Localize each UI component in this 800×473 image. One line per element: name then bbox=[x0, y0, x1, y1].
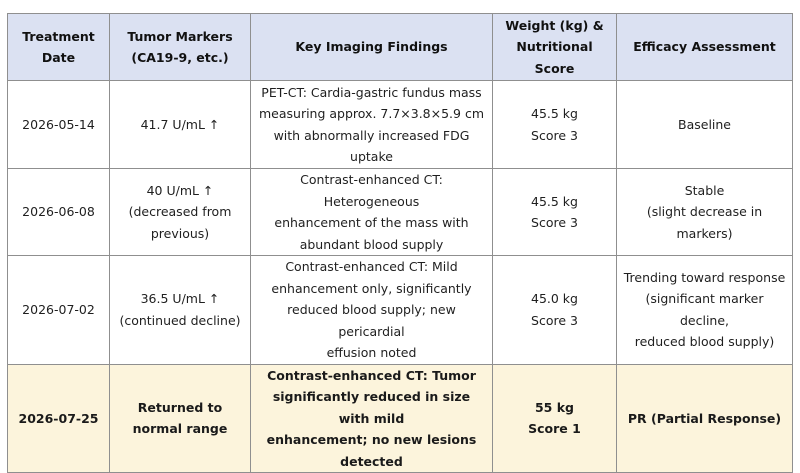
cell-efficacy: Trending toward response (significant ma… bbox=[616, 255, 793, 365]
cell-line: reduced blood supply; new pericardial bbox=[287, 302, 456, 339]
cell-line: enhancement of the mass with bbox=[274, 215, 469, 230]
cell-line: 2026-06-08 bbox=[22, 204, 95, 220]
table-row: 2026-06-08 40 U/mL ↑ (decreased from pre… bbox=[7, 168, 793, 256]
cell-weight-score: 45.0 kg Score 3 bbox=[492, 255, 617, 365]
cell-line: Score 3 bbox=[531, 215, 578, 230]
cell-efficacy: Stable (slight decrease in markers) bbox=[616, 168, 793, 256]
header-line: Nutritional Score bbox=[516, 39, 593, 76]
table-row: 2026-05-14 41.7 U/mL ↑ PET-CT: Cardia-ga… bbox=[7, 80, 793, 169]
cell-efficacy: PR (Partial Response) bbox=[616, 363, 793, 473]
cell-tumor-markers: 41.7 U/mL ↑ bbox=[109, 80, 251, 169]
cell-line: 36.5 U/mL ↑ bbox=[140, 291, 220, 307]
cell-line: 2026-07-25 bbox=[18, 410, 99, 426]
cell-line: 40 U/mL ↑ bbox=[146, 182, 214, 198]
cell-efficacy: Baseline bbox=[616, 80, 793, 169]
cell-imaging-findings: Contrast-enhanced CT: Heterogeneous enha… bbox=[250, 168, 493, 256]
cell-imaging-findings: Contrast-enhanced CT: Mild enhancement o… bbox=[250, 255, 493, 365]
cell-line: (decreased from bbox=[128, 204, 232, 220]
treatment-response-table: Treatment Date Tumor Markers (CA19-9, et… bbox=[7, 13, 793, 473]
header-line: Weight (kg) & bbox=[505, 17, 604, 33]
cell-line: abundant blood supply bbox=[299, 236, 444, 252]
cell-imaging-findings: PET-CT: Cardia-gastric fundus mass measu… bbox=[250, 80, 493, 169]
cell-line: (slight decrease in markers) bbox=[646, 204, 763, 241]
cell-weight-score: 55 kg Score 1 bbox=[492, 363, 617, 473]
header-weight-nutrition: Weight (kg) & Nutritional Score bbox=[492, 13, 617, 81]
cell-date: 2026-05-14 bbox=[7, 80, 110, 169]
cell-tumor-markers: 40 U/mL ↑ (decreased from previous) bbox=[109, 168, 251, 256]
header-line: Tumor Markers bbox=[127, 28, 233, 44]
cell-tumor-markers: Returned to normal range bbox=[109, 363, 251, 473]
cell-line: Score 3 bbox=[531, 127, 578, 143]
cell-line: 55 kg bbox=[534, 399, 574, 415]
table-header-row: Treatment Date Tumor Markers (CA19-9, et… bbox=[7, 13, 793, 81]
cell-line: (significant marker decline, bbox=[645, 291, 764, 328]
cell-line: enhancement; no new lesions detected bbox=[266, 432, 477, 469]
cell-line: Score 3 bbox=[531, 312, 578, 328]
cell-line: 2026-07-02 bbox=[22, 302, 95, 317]
cell-line: enhancement only, significantly bbox=[271, 280, 472, 296]
cell-line: PET-CT: Cardia-gastric fundus mass bbox=[261, 84, 482, 100]
cell-line: 41.7 U/mL ↑ bbox=[140, 116, 220, 132]
cell-date: 2026-06-08 bbox=[7, 168, 110, 256]
cell-line: Contrast-enhanced CT: Mild bbox=[285, 259, 458, 274]
cell-line: Stable bbox=[684, 182, 725, 198]
cell-date: 2026-07-25 bbox=[7, 363, 110, 473]
header-tumor-markers: Tumor Markers (CA19-9, etc.) bbox=[109, 13, 251, 81]
cell-line: Trending toward response bbox=[623, 269, 786, 285]
cell-line: 45.5 kg bbox=[531, 106, 578, 121]
cell-line: 45.5 kg bbox=[531, 193, 578, 209]
cell-date: 2026-07-02 bbox=[7, 255, 110, 365]
cell-imaging-findings: Contrast-enhanced CT: Tumor significantl… bbox=[250, 363, 493, 473]
header-line: Efficacy Assessment bbox=[633, 39, 776, 55]
table-row-highlighted: 2026-07-25 Returned to normal range Cont… bbox=[7, 363, 793, 473]
cell-line: PR (Partial Response) bbox=[627, 410, 782, 426]
header-efficacy-assessment: Efficacy Assessment bbox=[616, 13, 793, 81]
cell-line: Baseline bbox=[678, 116, 731, 132]
cell-line: significantly reduced in size with mild bbox=[272, 389, 471, 426]
cell-tumor-markers: 36.5 U/mL ↑ (continued decline) bbox=[109, 255, 251, 365]
cell-line: Contrast-enhanced CT: Heterogeneous bbox=[300, 172, 443, 209]
cell-weight-score: 45.5 kg Score 3 bbox=[492, 168, 617, 256]
cell-line: Score 1 bbox=[528, 421, 581, 437]
header-line: Treatment bbox=[22, 28, 95, 44]
cell-line: with abnormally increased FDG uptake bbox=[273, 127, 470, 165]
header-line: Key Imaging Findings bbox=[295, 39, 448, 55]
table-row: 2026-07-02 36.5 U/mL ↑ (continued declin… bbox=[7, 255, 793, 365]
header-key-imaging-findings: Key Imaging Findings bbox=[250, 13, 493, 81]
header-line: (CA19-9, etc.) bbox=[131, 50, 229, 65]
cell-line: normal range bbox=[132, 421, 228, 437]
cell-line: measuring approx. 7.7×3.8×5.9 cm bbox=[258, 106, 484, 121]
header-line: Date bbox=[41, 50, 76, 65]
cell-line: previous) bbox=[150, 225, 210, 241]
cell-line: 2026-05-14 bbox=[22, 116, 95, 132]
treatment-table-container: Treatment Date Tumor Markers (CA19-9, et… bbox=[7, 13, 793, 473]
cell-line: reduced blood supply) bbox=[634, 334, 775, 350]
cell-line: Returned to bbox=[137, 399, 223, 415]
cell-line: 45.0 kg bbox=[531, 291, 578, 307]
cell-line: effusion noted bbox=[326, 345, 417, 360]
cell-line: Contrast-enhanced CT: Tumor bbox=[267, 367, 476, 383]
header-treatment-date: Treatment Date bbox=[7, 13, 110, 81]
cell-line: (continued decline) bbox=[119, 312, 241, 328]
cell-weight-score: 45.5 kg Score 3 bbox=[492, 80, 617, 169]
